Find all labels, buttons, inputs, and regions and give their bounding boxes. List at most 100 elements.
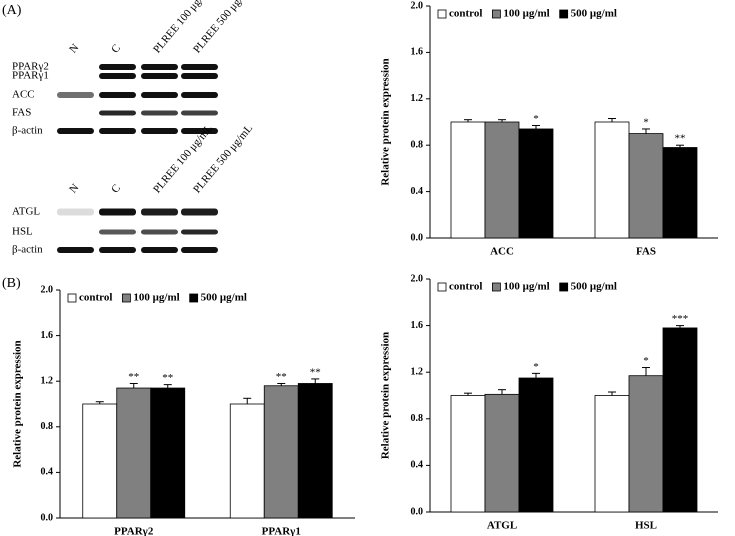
significance: *: [533, 361, 539, 373]
bar: [484, 393, 520, 513]
row-label: PPARγ2: [12, 61, 49, 73]
row-label: PPARγ1: [12, 70, 49, 82]
blot-band: [181, 208, 218, 216]
bar: [662, 327, 698, 513]
x-tick-label: PPARγ2: [114, 526, 154, 536]
error-bar: [608, 391, 616, 396]
legend-label: 500 μg/ml: [201, 292, 247, 304]
y-tick-label: 1.6: [411, 47, 424, 58]
bar: [662, 147, 698, 239]
error-bar: [676, 144, 684, 148]
significance: ***: [672, 313, 689, 325]
y-tick-label: 0.0: [41, 512, 54, 523]
y-tick-label: 1.2: [411, 366, 424, 377]
row-label: ACC: [12, 89, 35, 101]
error-bar: [676, 325, 684, 328]
x-tick-label: FAS: [636, 246, 656, 258]
legend-swatch: [559, 282, 569, 292]
y-axis-title: Relative protein expression: [12, 340, 24, 467]
y-axis-title: Relative protein expression: [380, 332, 392, 459]
legend-swatch: [559, 9, 569, 19]
bar: [82, 403, 118, 519]
blot-band: [57, 247, 94, 253]
lane-label: C: [109, 182, 123, 195]
blot-band: [141, 247, 178, 253]
bar: [518, 377, 554, 513]
legend-swatch: [437, 282, 447, 292]
legend-label: control: [449, 281, 482, 293]
y-tick-label: 1.2: [411, 93, 424, 104]
bar: [450, 121, 486, 239]
row-label: HSL: [12, 226, 33, 238]
x-tick-label: ACC: [490, 246, 514, 258]
blot-band: [141, 64, 178, 70]
lane-label: PLREE 500 μg/mL: [191, 0, 255, 56]
blot-band: [57, 208, 94, 216]
legend-swatch: [492, 9, 501, 19]
error-bar: [163, 384, 172, 389]
legend-swatch: [67, 293, 77, 303]
blot-band: [57, 92, 94, 98]
y-tick-label: 1.6: [411, 320, 424, 331]
x-tick-label: PPARγ1: [262, 526, 301, 536]
y-tick-label: 2.0: [411, 0, 424, 11]
panel-label: (B): [2, 276, 21, 291]
blot-band: [181, 110, 218, 116]
x-tick-label: HSL: [635, 520, 657, 532]
error-bar: [608, 118, 616, 122]
error-bar: [532, 124, 540, 129]
blot-band: [141, 92, 178, 98]
blot-band: [99, 64, 136, 70]
bar: [594, 395, 630, 513]
blot-band: [141, 128, 178, 134]
y-tick-label: 2.0: [411, 273, 424, 284]
error-bar: [464, 392, 472, 396]
bar: [297, 383, 333, 519]
blot-band: [181, 92, 218, 98]
significance: **: [675, 133, 686, 145]
significance: **: [310, 366, 321, 378]
row-label: ATGL: [12, 206, 40, 218]
blot-band: [141, 73, 178, 79]
bar: [628, 375, 664, 513]
bar: [116, 387, 152, 519]
legend-swatch: [122, 293, 131, 303]
y-tick-label: 2.0: [41, 284, 54, 295]
bar: [229, 403, 265, 519]
legend-label: 500 μg/ml: [571, 8, 617, 20]
legend-label: control: [449, 8, 482, 20]
x-tick-label: ATGL: [487, 520, 517, 532]
error-bar: [243, 397, 252, 404]
lane-label: N: [67, 42, 81, 56]
blot-band: [99, 110, 136, 116]
blot-band: [181, 247, 218, 253]
blot-band: [99, 92, 136, 98]
legend-label: 500 μg/ml: [571, 281, 617, 293]
row-label: β-actin: [12, 244, 43, 256]
error-bar: [498, 389, 506, 395]
row-label: β-actin: [12, 125, 43, 137]
legend-swatch: [189, 293, 199, 303]
y-tick-label: 0.8: [411, 139, 424, 150]
significance: **: [128, 371, 139, 383]
y-tick-label: 0.4: [411, 186, 424, 197]
y-tick-label: 0.0: [411, 232, 424, 243]
bar: [263, 385, 299, 519]
blot-band: [181, 229, 218, 235]
legend-label: 100 μg/ml: [133, 292, 179, 304]
row-label: FAS: [12, 107, 31, 119]
panel-label: (A): [2, 3, 22, 18]
y-tick-label: 0.8: [41, 421, 54, 432]
error-bar: [95, 401, 104, 404]
legend-label: control: [79, 292, 112, 304]
error-bar: [311, 378, 320, 384]
legend-swatch: [437, 9, 447, 19]
legend-label: 100 μg/ml: [503, 281, 549, 293]
error-bar: [642, 128, 650, 134]
bar: [594, 121, 630, 239]
error-bar: [464, 119, 472, 122]
significance: **: [276, 371, 287, 383]
y-axis-title: Relative protein expression: [380, 58, 392, 185]
significance: *: [533, 113, 539, 125]
